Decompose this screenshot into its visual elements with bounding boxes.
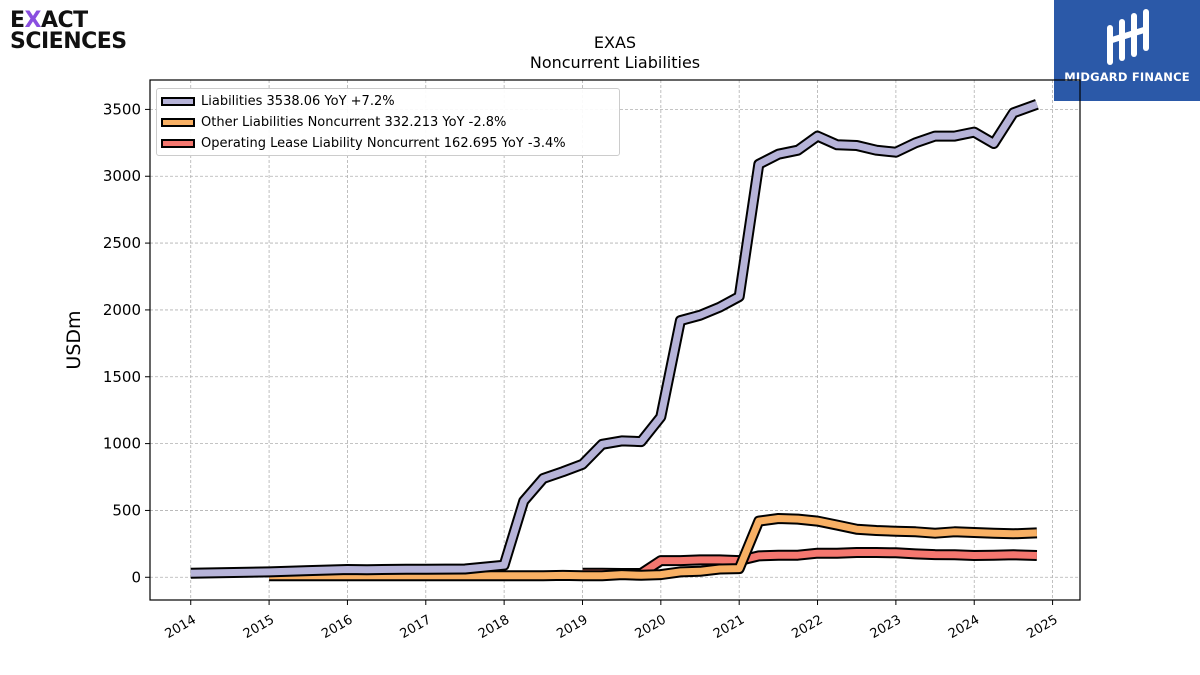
legend-label: Other Liabilities Noncurrent 332.213 YoY…	[201, 114, 507, 130]
logo-line-1: EXACT	[10, 8, 88, 33]
legend-swatch	[161, 96, 195, 106]
x-tick-label: 2024	[946, 612, 982, 642]
series-line	[190, 101, 1039, 577]
x-tick-label: 2023	[868, 612, 904, 642]
y-axis-label: USDm	[63, 310, 85, 369]
x-tick-label: 2014	[163, 612, 199, 642]
midgard-emblem-icon	[1107, 9, 1149, 65]
x-tick-label: 2016	[319, 612, 355, 642]
logo-x-accent: X	[24, 8, 42, 33]
y-tick-label: 2500	[103, 234, 141, 252]
midgard-finance-logo: MIDGARD FINANCE	[1054, 0, 1200, 101]
chart-legend: Liabilities 3538.06 YoY +7.2% Other Liabi…	[156, 88, 620, 156]
plot-frame	[149, 79, 1081, 601]
chart-title: EXAS	[593, 33, 637, 52]
x-tick-label: 2021	[711, 612, 747, 642]
y-tick-label: 3000	[103, 167, 141, 185]
y-tick-label: 500	[112, 501, 141, 519]
y-tick-label: 1500	[103, 368, 141, 386]
y-tick-label: 2000	[103, 301, 141, 319]
y-tick-label: 1000	[103, 435, 141, 453]
series-outline	[190, 99, 1039, 579]
x-tick-label: 2025	[1024, 612, 1060, 642]
x-tick-label: 2018	[476, 612, 512, 642]
series-line	[582, 549, 1038, 577]
midgard-finance-name: MIDGARD FINANCE	[1064, 70, 1190, 84]
y-tick-label: 0	[131, 568, 141, 586]
x-tick-label: 2022	[789, 612, 825, 642]
legend-label: Liabilities 3538.06 YoY +7.2%	[201, 93, 395, 109]
logo-line-2: SCIENCES	[10, 29, 127, 54]
legend-item: Operating Lease Liability Noncurrent 162…	[157, 134, 566, 152]
exact-sciences-logo: EXACT SCIENCES	[10, 8, 127, 54]
x-tick-label: 2017	[398, 612, 434, 642]
legend-swatch	[161, 117, 195, 127]
x-tick-label: 2015	[241, 612, 277, 642]
legend-swatch	[161, 138, 195, 148]
y-tick-label: 3500	[103, 100, 141, 118]
x-tick-label: 2019	[554, 612, 590, 642]
legend-item: Other Liabilities Noncurrent 332.213 YoY…	[157, 113, 506, 131]
legend-item: Liabilities 3538.06 YoY +7.2%	[157, 92, 395, 110]
series-line	[269, 515, 1038, 580]
legend-label: Operating Lease Liability Noncurrent 162…	[201, 135, 566, 151]
chart-subtitle: Noncurrent Liabilities	[529, 53, 701, 72]
x-tick-label: 2020	[633, 612, 669, 642]
